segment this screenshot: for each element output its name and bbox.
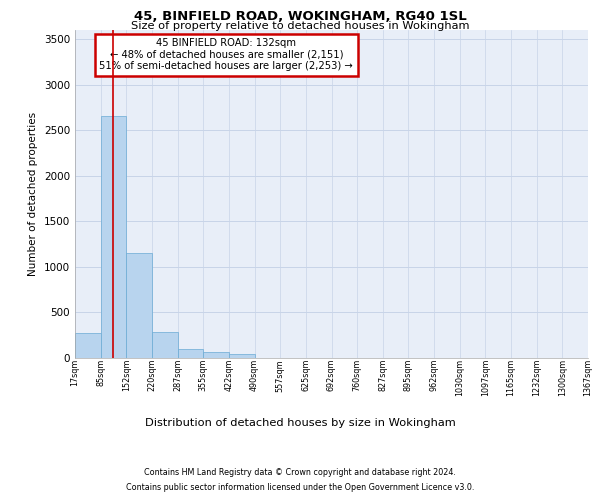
Text: Contains public sector information licensed under the Open Government Licence v3: Contains public sector information licen…	[126, 483, 474, 492]
Text: Contains HM Land Registry data © Crown copyright and database right 2024.: Contains HM Land Registry data © Crown c…	[144, 468, 456, 477]
Bar	[229, 354, 254, 358]
Y-axis label: Number of detached properties: Number of detached properties	[28, 112, 38, 276]
Bar	[178, 350, 203, 358]
Bar	[101, 116, 127, 358]
Bar	[127, 253, 152, 358]
Text: 45, BINFIELD ROAD, WOKINGHAM, RG40 1SL: 45, BINFIELD ROAD, WOKINGHAM, RG40 1SL	[134, 10, 466, 23]
Text: Distribution of detached houses by size in Wokingham: Distribution of detached houses by size …	[145, 418, 455, 428]
Text: 45 BINFIELD ROAD: 132sqm
← 48% of detached houses are smaller (2,151)
51% of sem: 45 BINFIELD ROAD: 132sqm ← 48% of detach…	[100, 38, 353, 72]
Bar	[75, 333, 101, 357]
Bar	[203, 352, 229, 358]
Text: Size of property relative to detached houses in Wokingham: Size of property relative to detached ho…	[131, 21, 469, 31]
Bar	[152, 332, 178, 357]
